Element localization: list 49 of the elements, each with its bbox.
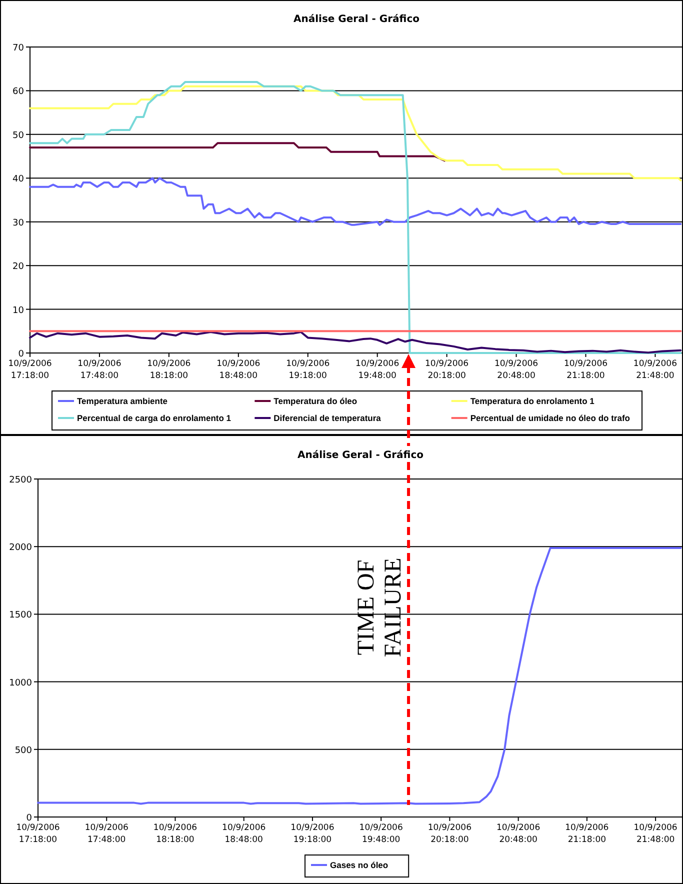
line-series (37, 546, 682, 805)
x-tick-label: 10/9/2006 20:18:00 (428, 823, 472, 845)
y-tick-label: 60 (12, 87, 24, 98)
x-tick-label: 10/9/2006 19:48:00 (356, 359, 400, 381)
x-tick-label: 10/9/2006 21:18:00 (564, 359, 608, 381)
line-series (29, 331, 682, 354)
y-tick-label: 10 (12, 306, 24, 316)
y-tick-label: 500 (14, 746, 32, 756)
x-tick-label: 10/9/2006 18:18:00 (147, 359, 191, 381)
y-tick-label: 30 (12, 218, 24, 228)
legend-label: Temperatura ambiente (77, 396, 168, 406)
x-tick-label: 10/9/2006 20:48:00 (496, 823, 540, 845)
y-tick-label: 2500 (9, 476, 32, 486)
x-tick-label: 10/9/2006 17:18:00 (8, 359, 52, 381)
y-tick-label: 1000 (9, 678, 32, 688)
legend-label: Percentual de carga do enrolamento 1 (77, 413, 232, 423)
y-tick-label: 1500 (9, 610, 32, 621)
chart-title: Análise Geral - Gráfico (294, 14, 420, 25)
y-tick-label: 70 (12, 44, 24, 54)
x-tick-label: 10/9/2006 17:48:00 (84, 823, 128, 845)
legend-label: Diferencial de temperatura (274, 413, 382, 423)
line-series (29, 177, 682, 226)
y-tick-label: 40 (12, 174, 24, 185)
x-tick-label: 10/9/2006 19:48:00 (359, 823, 403, 845)
legend-label: Temperatura do enrolamento 1 (470, 396, 595, 406)
y-tick-label: 2000 (9, 543, 32, 554)
y-tick-label: 20 (12, 262, 24, 272)
x-tick-label: 10/9/2006 21:18:00 (565, 823, 609, 845)
x-tick-label: 10/9/2006 21:48:00 (634, 823, 678, 845)
y-tick-label: 50 (12, 130, 24, 141)
x-tick-label: 10/9/2006 17:48:00 (78, 359, 122, 381)
chart-title: Análise Geral - Gráfico (298, 450, 424, 461)
x-tick-label: 10/9/2006 18:18:00 (153, 823, 198, 845)
legend-label: Percentual de umidade no óleo do trafo (470, 413, 630, 423)
x-tick-label: 10/9/2006 18:48:00 (222, 823, 266, 845)
y-tick-label: 0 (18, 350, 24, 360)
x-tick-label: 10/9/2006 19:18:00 (286, 359, 330, 381)
x-tick-label: 10/9/2006 20:48:00 (494, 359, 538, 381)
y-tick-label: 0 (26, 814, 32, 824)
legend-label: Gases no óleo (330, 860, 388, 870)
legend-label: Temperatura do óleo (274, 396, 358, 406)
line-series (29, 142, 446, 162)
x-tick-label: 10/9/2006 21:48:00 (633, 359, 678, 381)
x-tick-label: 10/9/2006 17:18:00 (16, 823, 60, 845)
line-series (29, 85, 682, 182)
x-tick-label: 10/9/2006 20:18:00 (425, 359, 469, 381)
ref-line-label: TIME OF FAILURE (354, 558, 407, 658)
x-tick-label: 10/9/2006 19:18:00 (290, 823, 334, 845)
x-tick-label: 10/9/2006 18:48:00 (216, 359, 260, 381)
